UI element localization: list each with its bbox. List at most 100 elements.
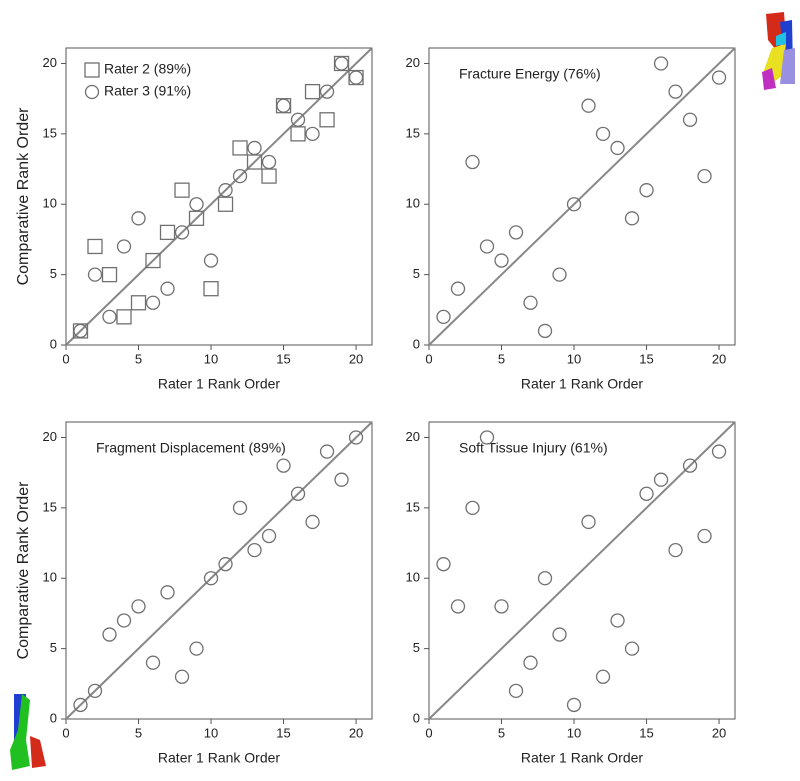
x-axis-label: Rater 1 Rank Order xyxy=(521,376,643,392)
point xyxy=(319,112,335,128)
y-tick-label: 5 xyxy=(413,640,420,655)
y-axis-label: Comparative Rank Order xyxy=(15,107,32,286)
y-tick-label: 20 xyxy=(406,55,420,70)
x-tick-label: 0 xyxy=(62,725,69,740)
x-tick-label: 20 xyxy=(712,351,726,366)
x-tick-label: 10 xyxy=(567,725,581,740)
point xyxy=(145,252,161,269)
identity-line xyxy=(65,421,373,720)
legend-marker xyxy=(84,84,100,100)
point xyxy=(73,323,88,339)
point xyxy=(581,98,596,113)
point xyxy=(218,183,233,198)
point xyxy=(595,126,611,142)
identity-line xyxy=(428,421,736,720)
point xyxy=(160,281,175,296)
x-axis-label: Rater 1 Rank Order xyxy=(158,376,280,392)
x-tick-label: 10 xyxy=(204,725,218,740)
point xyxy=(537,571,553,586)
x-tick-label: 0 xyxy=(62,351,69,366)
x-tick-label: 0 xyxy=(425,725,432,740)
point xyxy=(116,613,132,628)
legend-label: Rater 2 (89%) xyxy=(104,61,191,77)
point xyxy=(653,56,669,71)
x-tick-label: 0 xyxy=(425,351,432,366)
point xyxy=(305,514,320,530)
point xyxy=(276,98,291,113)
point xyxy=(131,211,146,226)
point xyxy=(624,211,640,226)
y-tick-label: 5 xyxy=(50,266,57,281)
y-tick-label: 20 xyxy=(43,429,57,444)
point xyxy=(465,500,480,516)
point xyxy=(174,669,190,684)
point xyxy=(537,323,553,339)
x-tick-label: 20 xyxy=(349,351,363,366)
point xyxy=(523,655,538,670)
legend-marker xyxy=(84,62,100,78)
point xyxy=(101,266,118,283)
point xyxy=(610,613,625,628)
x-tick-label: 5 xyxy=(135,351,142,366)
point xyxy=(508,683,524,698)
y-tick-label: 15 xyxy=(43,499,57,514)
identity-line xyxy=(428,47,736,346)
point xyxy=(697,528,712,544)
point xyxy=(102,627,117,642)
point xyxy=(116,239,132,254)
point xyxy=(668,84,683,99)
plot-frame xyxy=(65,421,373,720)
point xyxy=(159,224,176,241)
x-tick-label: 10 xyxy=(567,351,581,366)
point xyxy=(436,557,451,572)
point xyxy=(624,641,640,656)
point xyxy=(595,669,611,684)
point xyxy=(334,56,349,71)
point xyxy=(247,542,262,558)
point xyxy=(639,183,654,198)
point xyxy=(87,683,103,698)
point xyxy=(189,197,204,212)
x-tick-label: 20 xyxy=(712,725,726,740)
identity-line xyxy=(65,47,373,346)
point xyxy=(319,444,335,459)
point xyxy=(261,154,277,170)
point xyxy=(711,70,727,85)
point xyxy=(668,542,683,558)
y-tick-label: 0 xyxy=(50,336,57,351)
y-tick-label: 15 xyxy=(406,499,420,514)
x-tick-label: 15 xyxy=(276,725,290,740)
point xyxy=(479,239,495,254)
point xyxy=(494,599,509,614)
point xyxy=(102,309,117,324)
point xyxy=(261,168,277,184)
point xyxy=(523,295,538,310)
y-tick-label: 10 xyxy=(406,570,420,585)
y-tick-label: 20 xyxy=(43,55,57,70)
point xyxy=(479,430,495,445)
point xyxy=(319,84,335,99)
point xyxy=(189,641,204,656)
point xyxy=(232,500,248,516)
y-tick-label: 0 xyxy=(50,710,57,725)
point xyxy=(261,528,277,544)
bone-icon-top xyxy=(762,12,795,90)
x-tick-label: 15 xyxy=(276,351,290,366)
y-tick-label: 10 xyxy=(43,196,57,211)
point xyxy=(639,486,654,501)
point xyxy=(436,309,451,324)
point xyxy=(508,225,524,240)
point xyxy=(304,83,321,100)
point xyxy=(174,182,190,198)
point xyxy=(145,295,161,310)
point xyxy=(217,196,234,212)
point xyxy=(711,444,727,459)
y-tick-label: 0 xyxy=(413,336,420,351)
y-axis-label: Comparative Rank Order xyxy=(15,481,32,660)
x-tick-label: 5 xyxy=(498,725,505,740)
x-tick-label: 10 xyxy=(204,351,218,366)
y-tick-label: 15 xyxy=(406,125,420,140)
point xyxy=(203,281,219,297)
point xyxy=(610,140,625,156)
point xyxy=(87,238,103,255)
